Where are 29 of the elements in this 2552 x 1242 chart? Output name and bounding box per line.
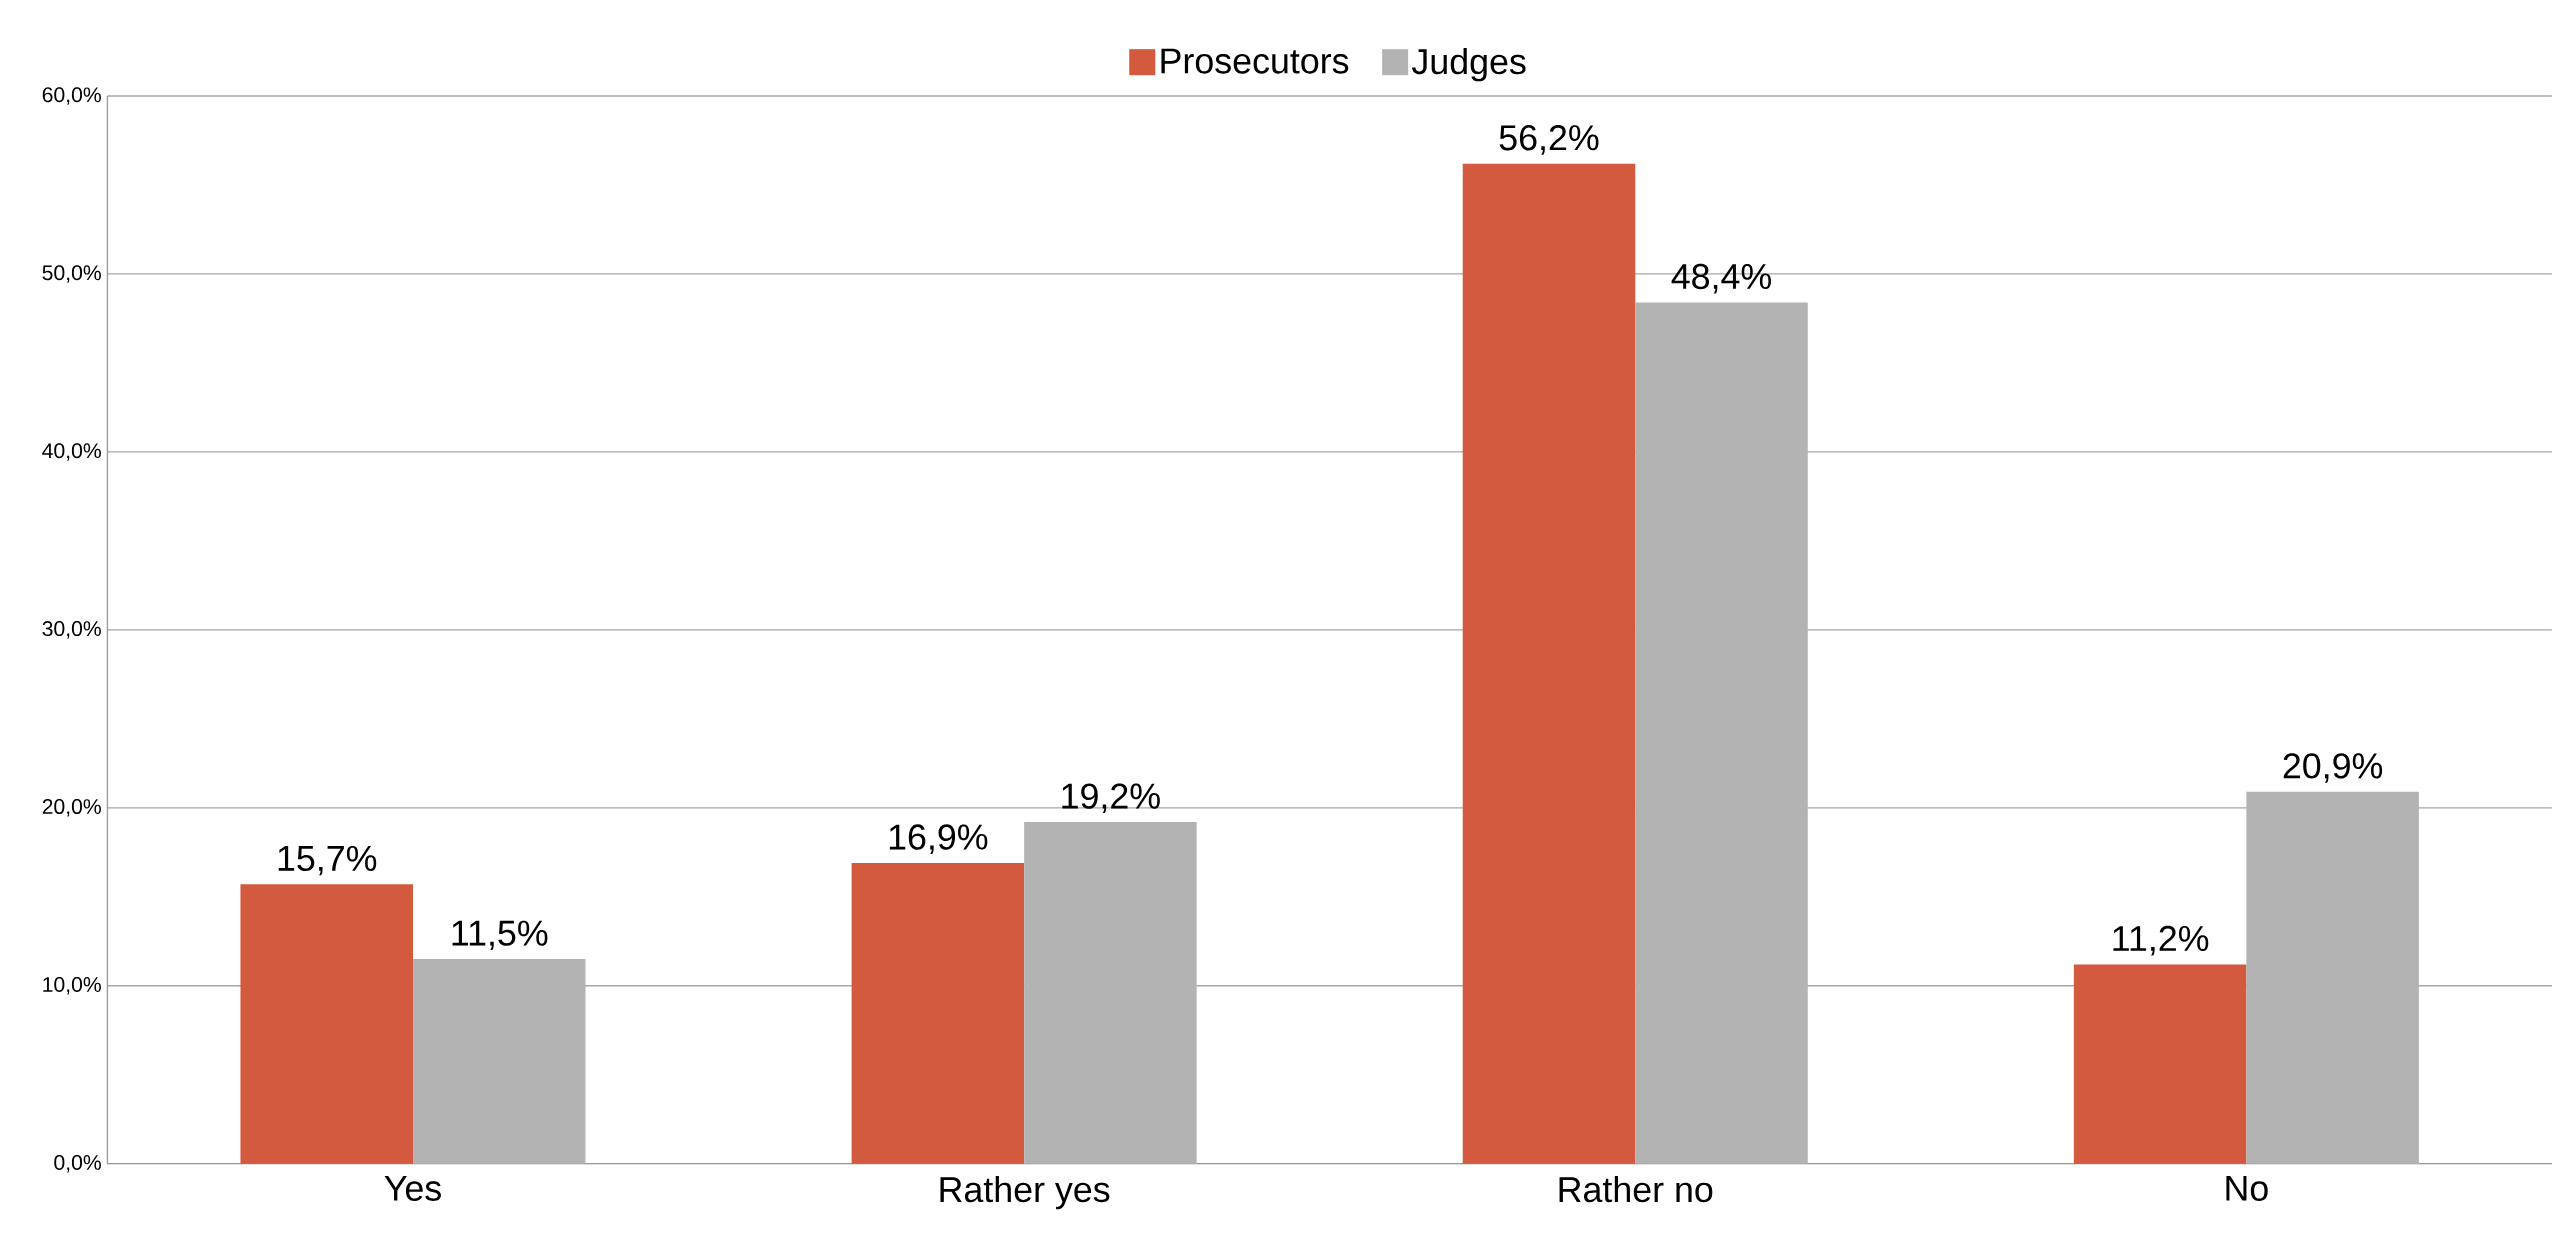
data-label: 11,5% (452, 920, 548, 951)
data-label: 19,2% (1062, 783, 1160, 814)
y-tick-label: 20,0% (42, 799, 101, 817)
bar (1024, 822, 1197, 1164)
data-label: 11,2% (2113, 925, 2209, 956)
x-tick-label: Rather no (1559, 1176, 1713, 1203)
bar (851, 863, 1025, 1164)
data-label: 20,9% (2283, 753, 2383, 783)
bar (1462, 163, 1636, 1164)
bar (412, 959, 586, 1164)
y-tick-label: 50,0% (42, 265, 101, 283)
x-tick-label: Rather yes (940, 1176, 1110, 1210)
x-tick-label: Yes (384, 1176, 441, 1202)
y-tick-label: 0,0% (54, 1155, 101, 1173)
bar (240, 884, 413, 1164)
y-tick-label: 30,0% (42, 621, 101, 639)
y-tick-label: 40,0% (42, 443, 101, 461)
data-label: 16,9% (889, 824, 988, 855)
data-label: 48,4% (1671, 263, 1771, 294)
data-label: 56,2% (1499, 125, 1599, 155)
legend-label: Judges (1411, 48, 1526, 82)
legend-label: Prosecutors (1161, 48, 1349, 74)
x-tick-label: No (2226, 1176, 2268, 1202)
bar (1635, 302, 1808, 1164)
bar (2246, 791, 2419, 1164)
data-label: 15,7% (278, 845, 377, 876)
bar (2073, 964, 2247, 1164)
y-tick-label: 10,0% (43, 977, 101, 995)
y-tick-label: 60,0% (42, 87, 101, 105)
